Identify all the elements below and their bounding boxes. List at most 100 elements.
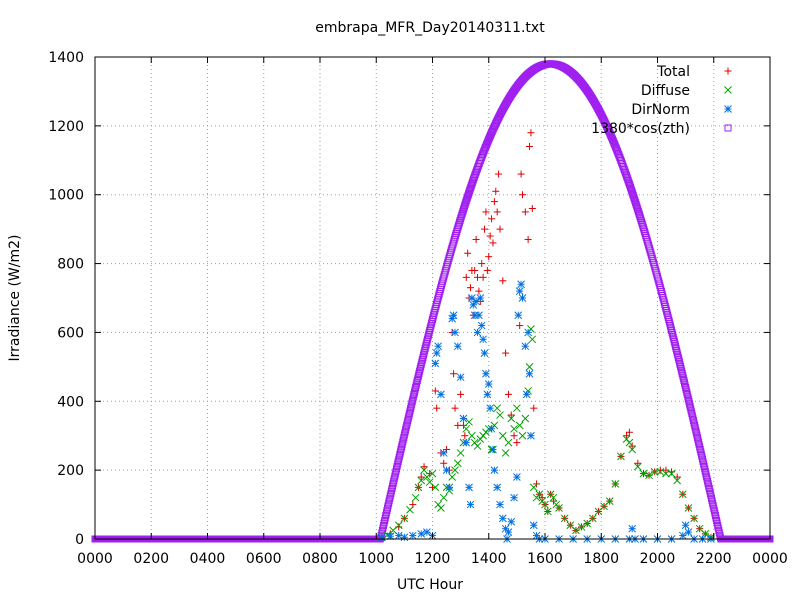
diffuse-point bbox=[423, 473, 431, 481]
dirnorm-point bbox=[431, 359, 440, 368]
total-point bbox=[502, 349, 510, 357]
cos-point bbox=[427, 322, 435, 330]
cos-point bbox=[416, 365, 424, 373]
cos-point bbox=[709, 499, 717, 507]
chart-title: embrapa_MFR_Day20140311.txt bbox=[315, 20, 545, 36]
cos-point bbox=[423, 338, 431, 346]
cos-point bbox=[416, 367, 424, 375]
cos-point bbox=[713, 517, 721, 525]
total-point bbox=[507, 411, 515, 419]
cos-point bbox=[422, 340, 430, 348]
cos-point bbox=[667, 324, 675, 332]
cos-point bbox=[669, 333, 677, 341]
cos-point bbox=[695, 438, 703, 446]
total-point bbox=[519, 191, 526, 199]
cos-point bbox=[708, 494, 715, 502]
cos-point bbox=[413, 379, 421, 387]
diffuse-point bbox=[504, 438, 513, 447]
diffuse-point bbox=[645, 471, 653, 480]
total-point bbox=[528, 204, 536, 212]
total-point bbox=[499, 277, 507, 285]
cos-point bbox=[679, 374, 687, 382]
dirnorm-point bbox=[462, 438, 471, 447]
x-tick-label: 0200 bbox=[133, 551, 169, 567]
cos-point bbox=[415, 370, 423, 378]
cos-point bbox=[670, 338, 678, 346]
diffuse-point bbox=[439, 493, 448, 502]
dirnorm-point bbox=[466, 500, 475, 509]
cos-point bbox=[682, 383, 690, 391]
legend-marker bbox=[724, 86, 732, 94]
cos-point bbox=[678, 370, 686, 378]
cos-point bbox=[665, 315, 673, 323]
x-tick-label: 0000 bbox=[77, 551, 113, 567]
cos-point bbox=[419, 353, 427, 361]
cos-point bbox=[420, 349, 428, 357]
dirnorm-point bbox=[459, 414, 468, 423]
total-point bbox=[513, 439, 521, 447]
cos-point bbox=[403, 419, 411, 427]
cos-point bbox=[683, 391, 691, 399]
dirnorm-point bbox=[681, 521, 690, 530]
dirnorm-point bbox=[507, 517, 516, 526]
diffuse-point bbox=[406, 505, 414, 514]
diffuse-point bbox=[588, 514, 597, 523]
diffuse-point bbox=[521, 414, 530, 423]
cos-point bbox=[380, 521, 388, 529]
cos-point bbox=[425, 331, 433, 339]
cos-point bbox=[709, 502, 717, 510]
diffuse-point bbox=[394, 521, 403, 530]
dirnorm-point bbox=[475, 311, 483, 320]
cos-point bbox=[705, 485, 713, 493]
cos-point bbox=[429, 313, 437, 321]
cos-point bbox=[400, 431, 408, 439]
dirnorm-point bbox=[628, 524, 637, 533]
cos-point bbox=[398, 443, 406, 451]
cos-point bbox=[680, 377, 688, 385]
cos-point bbox=[715, 526, 723, 534]
cos-point bbox=[697, 448, 705, 456]
cos-point bbox=[405, 409, 413, 417]
cos-point bbox=[676, 360, 684, 368]
cos-point bbox=[686, 402, 694, 410]
total-point bbox=[472, 235, 480, 243]
legend-marker bbox=[724, 105, 732, 113]
cos-point bbox=[666, 322, 674, 330]
cos-point bbox=[633, 204, 641, 212]
cos-point bbox=[632, 200, 640, 208]
diffuse-point bbox=[513, 404, 521, 413]
cos-point bbox=[398, 441, 406, 449]
cos-point bbox=[702, 472, 710, 480]
dirnorm-point bbox=[473, 328, 482, 337]
cos-point bbox=[428, 318, 436, 326]
dirnorm-point bbox=[468, 294, 476, 302]
cos-point bbox=[412, 383, 420, 391]
diffuse-point bbox=[448, 473, 457, 481]
x-tick-label: 1600 bbox=[527, 551, 563, 567]
cos-point bbox=[397, 445, 405, 453]
cos-point bbox=[668, 329, 676, 337]
cos-point bbox=[413, 377, 421, 385]
cos-point bbox=[407, 402, 415, 410]
diffuse-point bbox=[468, 431, 476, 440]
dirnorm-point bbox=[514, 311, 523, 320]
cos-point bbox=[384, 504, 391, 512]
diffuse-point bbox=[650, 468, 659, 476]
cos-point bbox=[402, 424, 410, 432]
cos-point bbox=[414, 374, 422, 382]
total-point bbox=[527, 129, 535, 137]
cos-point bbox=[693, 431, 701, 439]
cos-point bbox=[394, 458, 402, 466]
dirnorm-point bbox=[493, 483, 502, 492]
cos-point bbox=[672, 344, 680, 352]
cos-point bbox=[385, 499, 393, 507]
cos-point bbox=[699, 455, 706, 463]
diffuse-point bbox=[420, 466, 428, 474]
cos-point bbox=[636, 211, 643, 219]
diffuse-point bbox=[417, 476, 426, 485]
diffuse-point bbox=[549, 493, 558, 502]
cos-point bbox=[688, 412, 696, 420]
diffuse-point bbox=[400, 514, 409, 523]
cos-point bbox=[407, 405, 415, 413]
